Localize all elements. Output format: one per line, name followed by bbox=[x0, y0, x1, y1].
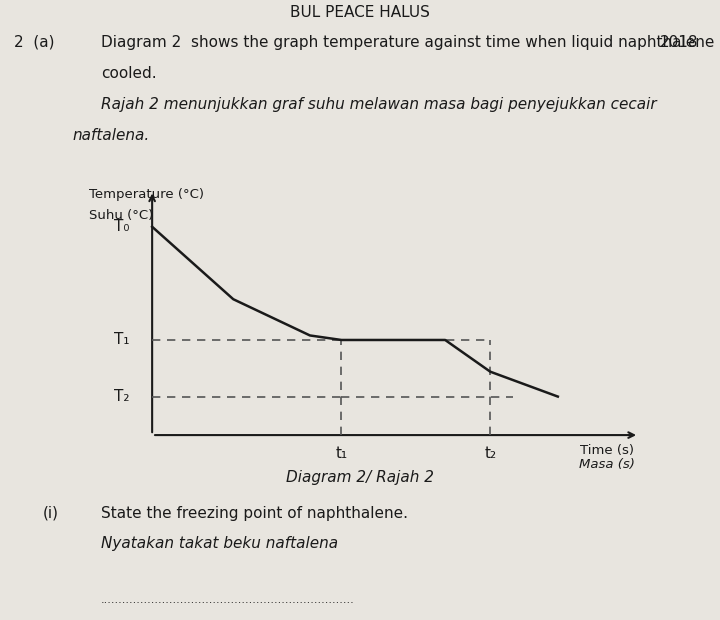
Text: Masa (s): Masa (s) bbox=[579, 458, 634, 471]
Text: t₂: t₂ bbox=[484, 446, 496, 461]
Text: T₁: T₁ bbox=[114, 332, 130, 347]
Text: 2  (a): 2 (a) bbox=[14, 35, 55, 50]
Text: BUL PEACE HALUS: BUL PEACE HALUS bbox=[290, 5, 430, 20]
Text: Diagram 2  shows the graph temperature against time when liquid naphthalene is: Diagram 2 shows the graph temperature ag… bbox=[101, 35, 720, 50]
Text: ......................................................................: ........................................… bbox=[101, 595, 354, 605]
Text: Temperature (°C): Temperature (°C) bbox=[89, 188, 204, 202]
Text: State the freezing point of naphthalene.: State the freezing point of naphthalene. bbox=[101, 506, 408, 521]
Text: naftalena.: naftalena. bbox=[72, 128, 149, 143]
Text: t₁: t₁ bbox=[336, 446, 348, 461]
Text: Suhu (°C): Suhu (°C) bbox=[89, 209, 153, 221]
Text: Time (s): Time (s) bbox=[580, 444, 634, 457]
Text: T₀: T₀ bbox=[114, 219, 130, 234]
Text: cooled.: cooled. bbox=[101, 66, 156, 81]
Text: 2018: 2018 bbox=[660, 35, 698, 50]
Text: (i): (i) bbox=[43, 506, 59, 521]
Text: Nyatakan takat beku naftalena: Nyatakan takat beku naftalena bbox=[101, 536, 338, 551]
Text: Rajah 2 menunjukkan graf suhu melawan masa bagi penyejukkan cecair: Rajah 2 menunjukkan graf suhu melawan ma… bbox=[101, 97, 657, 112]
Text: Diagram 2/ Rajah 2: Diagram 2/ Rajah 2 bbox=[286, 470, 434, 485]
Text: T₂: T₂ bbox=[114, 389, 130, 404]
